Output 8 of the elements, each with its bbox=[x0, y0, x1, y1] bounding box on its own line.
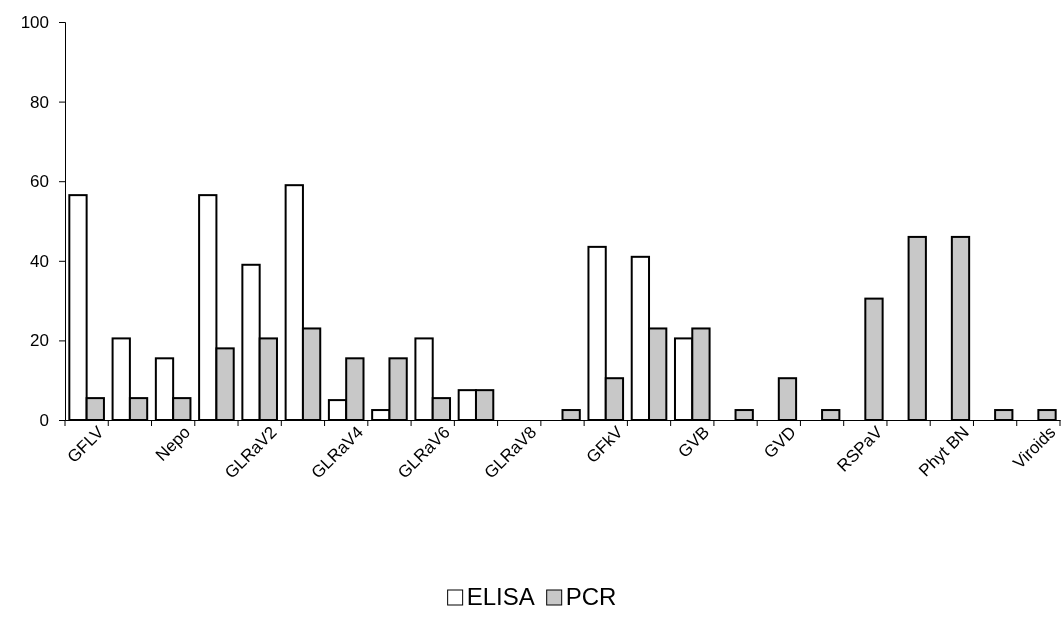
legend-label: ELISA bbox=[466, 583, 535, 610]
y-tick-label: 0 bbox=[39, 410, 49, 430]
y-tick-label: 60 bbox=[30, 172, 49, 192]
y-tick-label: 40 bbox=[30, 251, 49, 271]
y-tick-label: 20 bbox=[30, 331, 49, 351]
y-tick-label: 100 bbox=[20, 12, 49, 32]
y-tick-label: 80 bbox=[30, 92, 49, 112]
legend-label: PCR bbox=[565, 583, 617, 610]
